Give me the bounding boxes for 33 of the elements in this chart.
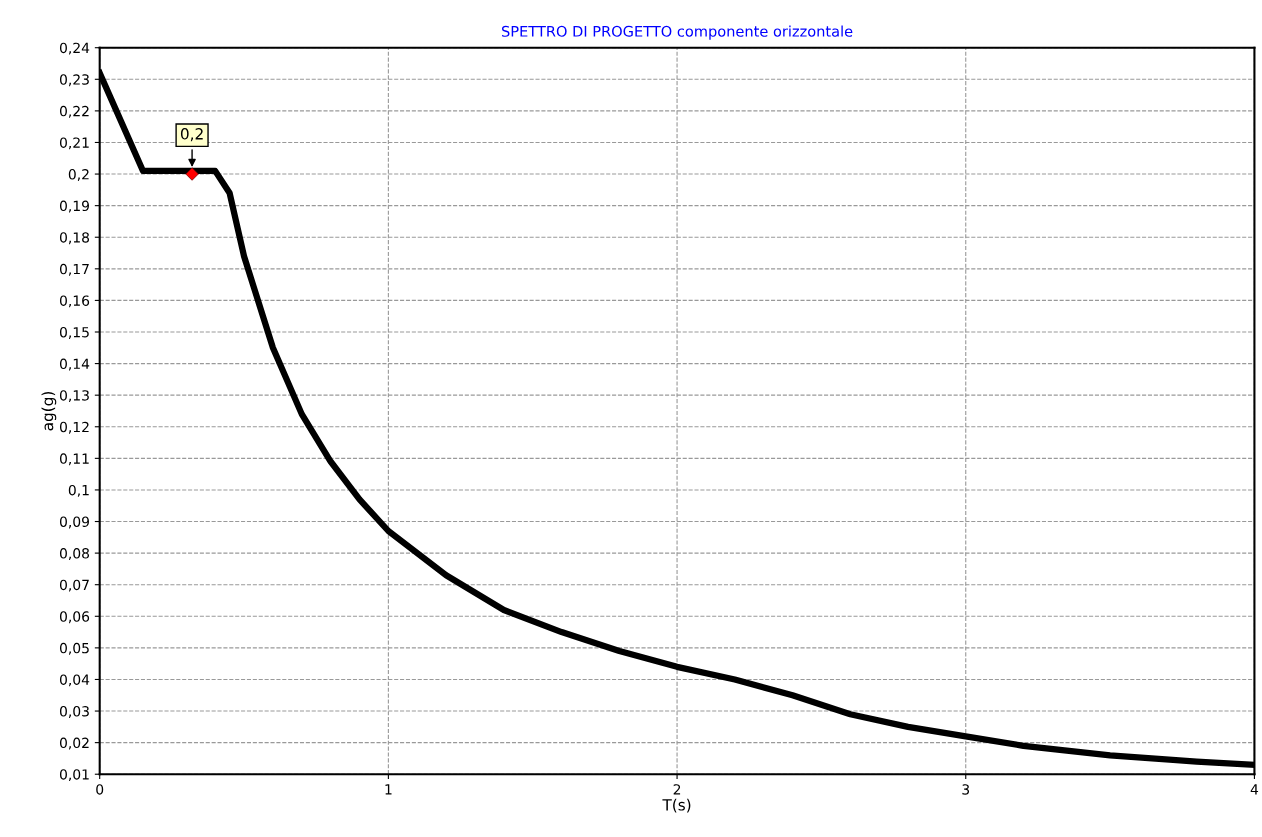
y-tick-label: 0,06 (59, 611, 90, 624)
y-tick-label: 0,2 (68, 169, 89, 181)
x-tick-label: 2 (673, 784, 681, 795)
y-tick-label: 0,14 (59, 358, 90, 371)
y-tick-label: 0,09 (59, 516, 89, 529)
y-tick-label: 0,07 (59, 579, 89, 592)
chart-title: SPETTRO DI PROGETTO componente orizzontale (501, 25, 853, 40)
y-axis-title: ag(g) (41, 391, 57, 431)
y-tick-label: 0,19 (59, 200, 89, 213)
y-tick-label: 0,15 (59, 326, 89, 339)
annotation: 0,2 (180, 128, 203, 142)
y-tick-label: 0,08 (59, 548, 90, 560)
x-tick-label: 4 (1250, 784, 1259, 795)
y-tick-label: 0,24 (59, 42, 90, 55)
y-tick-label: 0,21 (59, 137, 89, 150)
y-tick-label: 0,03 (59, 706, 89, 718)
y-tick-label: 0,04 (59, 674, 90, 687)
y-tick-label: 0,23 (59, 74, 89, 87)
y-tick-label: 0,13 (59, 390, 89, 403)
y-tick-label: 0,1 (68, 484, 89, 497)
x-axis-title: T(s) (662, 798, 691, 813)
y-tick-label: 0,02 (59, 737, 89, 750)
y-tick-label: 0,11 (59, 453, 89, 466)
y-tick-label: 0,05 (59, 642, 89, 655)
y-tick-label: 0,01 (59, 769, 89, 782)
y-tick-label: 0,22 (59, 105, 89, 118)
x-tick-label: 0 (96, 784, 104, 795)
x-tick-label: 3 (962, 784, 970, 795)
y-tick-label: 0,17 (59, 263, 89, 276)
y-tick-label: 0,12 (59, 421, 89, 434)
x-tick-label: 1 (385, 784, 392, 795)
y-tick-label: 0,18 (59, 232, 90, 245)
y-tick-label: 0,16 (59, 295, 90, 308)
